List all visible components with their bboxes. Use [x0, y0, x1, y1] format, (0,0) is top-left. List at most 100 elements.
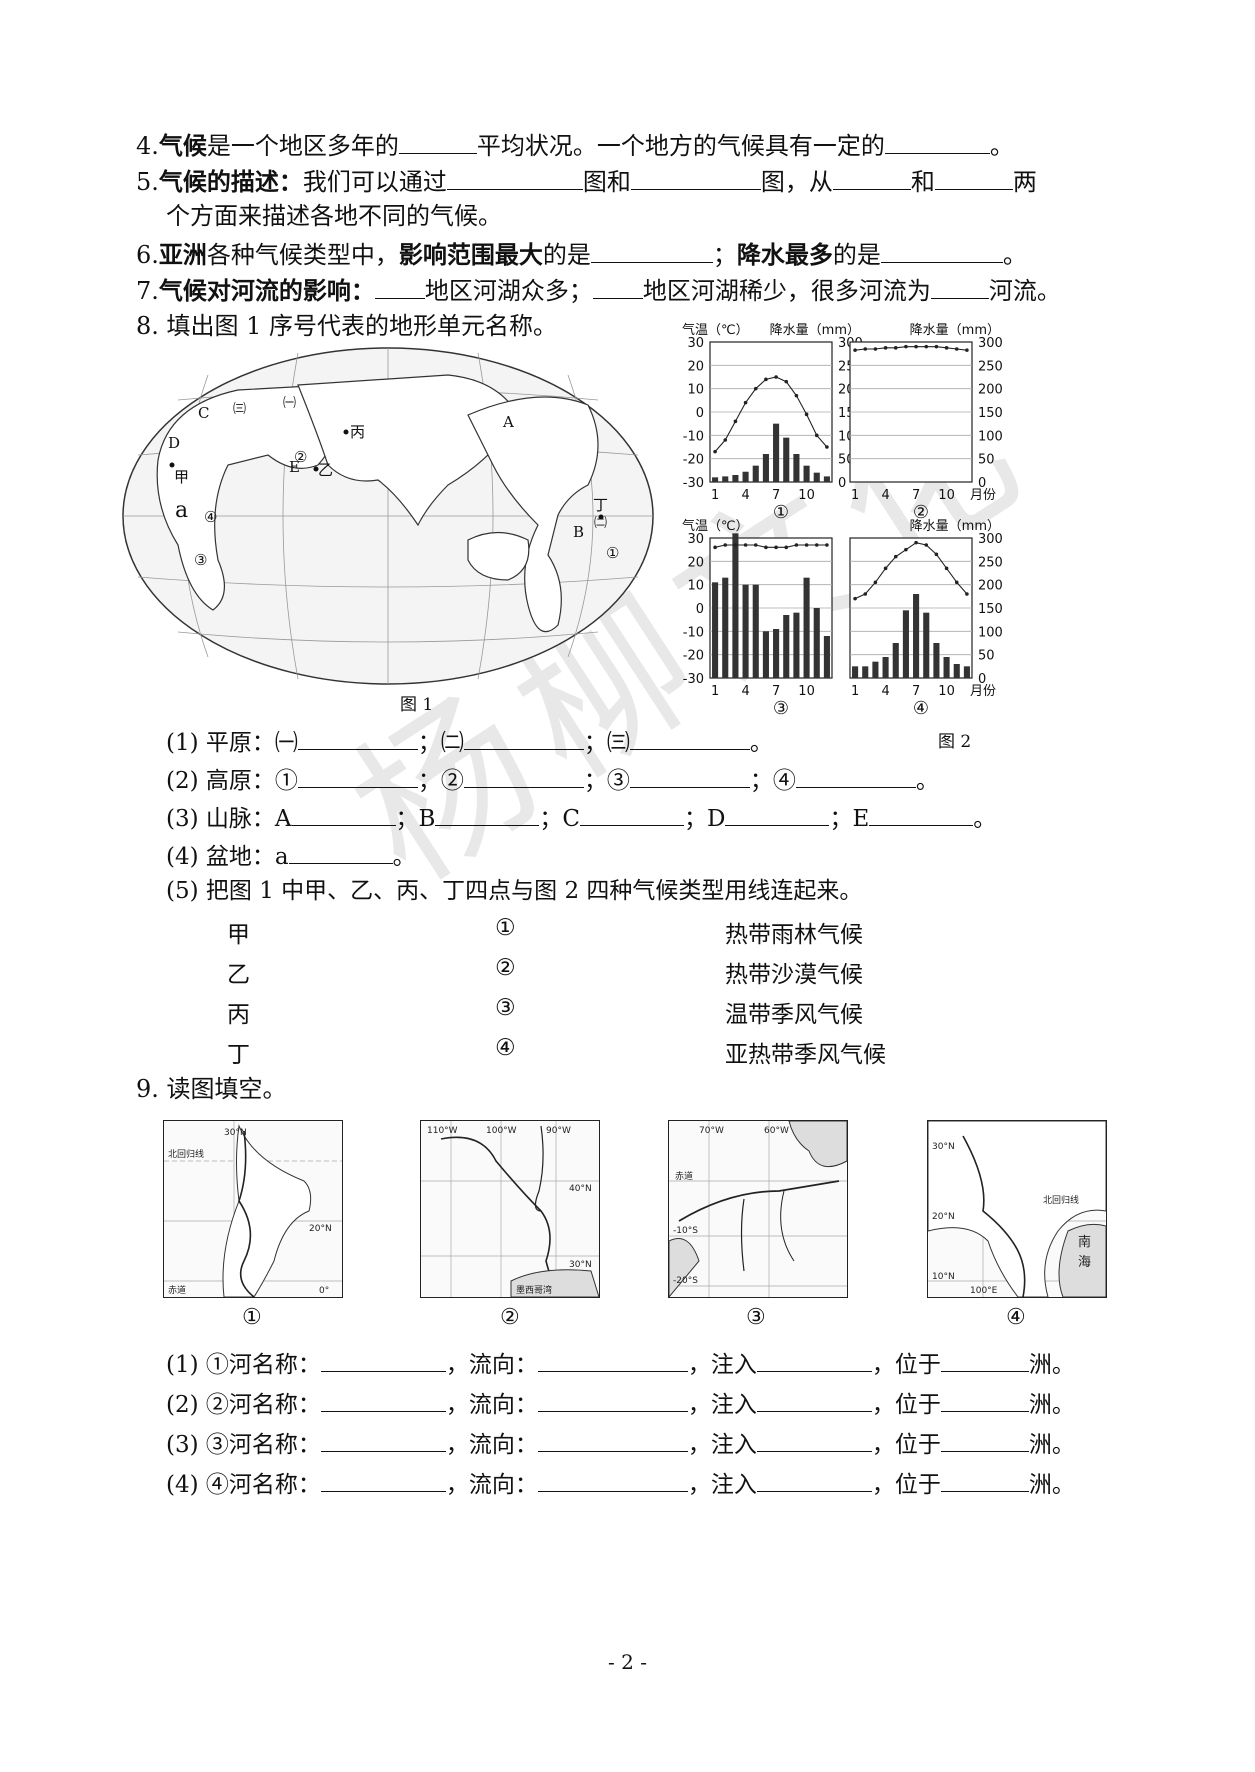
match-right-4[interactable]: 亚热带季风气候: [725, 1042, 886, 1068]
blank-input[interactable]: [580, 799, 685, 826]
chart-3-precip-bar-6: [762, 631, 769, 678]
blank-input[interactable]: [435, 799, 540, 826]
blank-input[interactable]: [297, 723, 418, 750]
blank-input[interactable]: [940, 1425, 1029, 1452]
blank-input[interactable]: [446, 163, 583, 190]
chart-1-precip-bar-9: [793, 454, 800, 482]
blank-input[interactable]: [884, 127, 990, 154]
chart-2-precip-tick: 100: [978, 429, 1003, 444]
blank-input[interactable]: [537, 1465, 688, 1492]
match-left-1[interactable]: 甲: [227, 922, 250, 948]
chart-2-x-tick: 7: [912, 488, 920, 503]
blank-input[interactable]: [630, 163, 761, 190]
blank-input[interactable]: [537, 1345, 688, 1372]
chart-4-x-tick: 1: [851, 684, 859, 699]
blank-input[interactable]: [320, 1385, 446, 1412]
chart-3-precip-bar-1: [712, 582, 719, 678]
blank-input[interactable]: [592, 272, 643, 299]
chart-1-temp-point-4: [743, 400, 748, 405]
blank-input[interactable]: [880, 236, 1003, 263]
chart-1-temp-line: [714, 376, 828, 453]
chart-4-x-tick: 4: [881, 684, 889, 699]
chart-3-precip-bar-10: [803, 577, 810, 678]
chart-4-precip-bar-7: [913, 594, 920, 678]
blank-input[interactable]: [590, 236, 713, 263]
chart-3-precip-bar-11: [813, 608, 820, 678]
blank-input[interactable]: [756, 1465, 872, 1492]
blank-input[interactable]: [934, 163, 1013, 190]
map-label-E: E: [289, 458, 300, 476]
chart-3-temp-point-6: [764, 545, 768, 550]
blank-input[interactable]: [537, 1385, 688, 1412]
match-mid-3[interactable]: ③: [495, 995, 516, 1021]
blank-input[interactable]: [629, 723, 750, 750]
map3-lon60: 60°W: [764, 1126, 789, 1136]
river-map-2-number: ②: [500, 1305, 520, 1330]
chart-2-x-tick: 4: [881, 488, 889, 503]
blank-input[interactable]: [940, 1345, 1029, 1372]
blank-input[interactable]: [940, 1385, 1029, 1412]
chart-4-precip-bar-5: [892, 643, 899, 678]
climate-charts: 3020100-10-20-3030025020015010050014710气…: [682, 322, 1003, 719]
match-mid-2[interactable]: ②: [495, 955, 516, 981]
match-right-1[interactable]: 热带雨林气候: [725, 922, 863, 948]
blank-input[interactable]: [374, 272, 425, 299]
blank-input[interactable]: [537, 1425, 688, 1452]
blank-input[interactable]: [756, 1385, 872, 1412]
map-label-bing: 丙: [350, 423, 365, 441]
chart-2-temp-point-5: [893, 346, 898, 350]
blank-input[interactable]: [320, 1465, 446, 1492]
blank-input[interactable]: [869, 799, 974, 826]
chart-1-precip-bar-7: [773, 423, 780, 482]
match-left-3[interactable]: 丙: [227, 1002, 250, 1028]
chart-4-precip-bar-4: [882, 657, 889, 678]
chart-4-precip-bar-1: [852, 666, 859, 678]
map1-lon0: 0°: [319, 1286, 329, 1296]
chart-1-temp-point-8: [784, 379, 789, 384]
match-right-2[interactable]: 热带沙漠气候: [725, 962, 863, 988]
chart-1-temp-point-7: [774, 375, 778, 379]
blank-input[interactable]: [291, 799, 396, 826]
map4-sea-2: 海: [1078, 1255, 1091, 1270]
match-left-2[interactable]: 乙: [227, 962, 250, 988]
chart-2-temp-point-11: [954, 347, 959, 351]
chart-2-temp-point-2: [863, 347, 868, 351]
chart-1-temp-tick: -20: [683, 453, 704, 468]
map4-lat10: 10°N: [932, 1272, 955, 1282]
blank-input[interactable]: [320, 1425, 446, 1452]
chart-1-temp-tick: -30: [683, 476, 704, 491]
match-right-3[interactable]: 温带季风气候: [725, 1002, 863, 1028]
blank-input[interactable]: [832, 163, 911, 190]
map-label-plateau-1: ①: [606, 544, 619, 562]
blank-input[interactable]: [398, 127, 477, 154]
blank-input[interactable]: [463, 723, 584, 750]
chart-1-x-tick: 4: [741, 488, 749, 503]
chart-3-temp-point-1: [713, 545, 717, 550]
chart-4-precip-bar-11: [953, 664, 960, 678]
chart-1-precip-bar-11: [813, 472, 820, 482]
blank-input[interactable]: [288, 837, 393, 864]
blank-input[interactable]: [940, 1465, 1029, 1492]
river-map-1-number: ①: [242, 1305, 262, 1330]
match-left-4[interactable]: 丁: [227, 1042, 250, 1068]
term-climate: 气候: [158, 132, 207, 160]
chart-1-precip-tick: 0: [838, 476, 846, 491]
blank-input[interactable]: [756, 1425, 872, 1452]
chart-3-precip-bar-3: [732, 533, 739, 678]
blank-input[interactable]: [756, 1345, 872, 1372]
chart-4-precip-tick: 0: [978, 672, 986, 687]
match-mid-4[interactable]: ④: [495, 1035, 516, 1061]
river-map-4: 30°N 北回归线 20°N 南 海 10°N 100°E: [927, 1120, 1107, 1298]
match-mid-1[interactable]: ①: [495, 915, 516, 941]
blank-input[interactable]: [463, 761, 584, 788]
chart-1-temp-point-12: [825, 445, 829, 449]
blank-input[interactable]: [795, 761, 916, 788]
blank-input[interactable]: [930, 272, 989, 299]
map3-equator: 赤道: [675, 1170, 693, 1182]
blank-input[interactable]: [629, 761, 750, 788]
blank-input[interactable]: [297, 761, 418, 788]
blank-input[interactable]: [320, 1345, 446, 1372]
chart-4-precip-bar-2: [862, 666, 869, 678]
chart-2-temp-point-6: [904, 344, 908, 349]
blank-input[interactable]: [725, 799, 830, 826]
